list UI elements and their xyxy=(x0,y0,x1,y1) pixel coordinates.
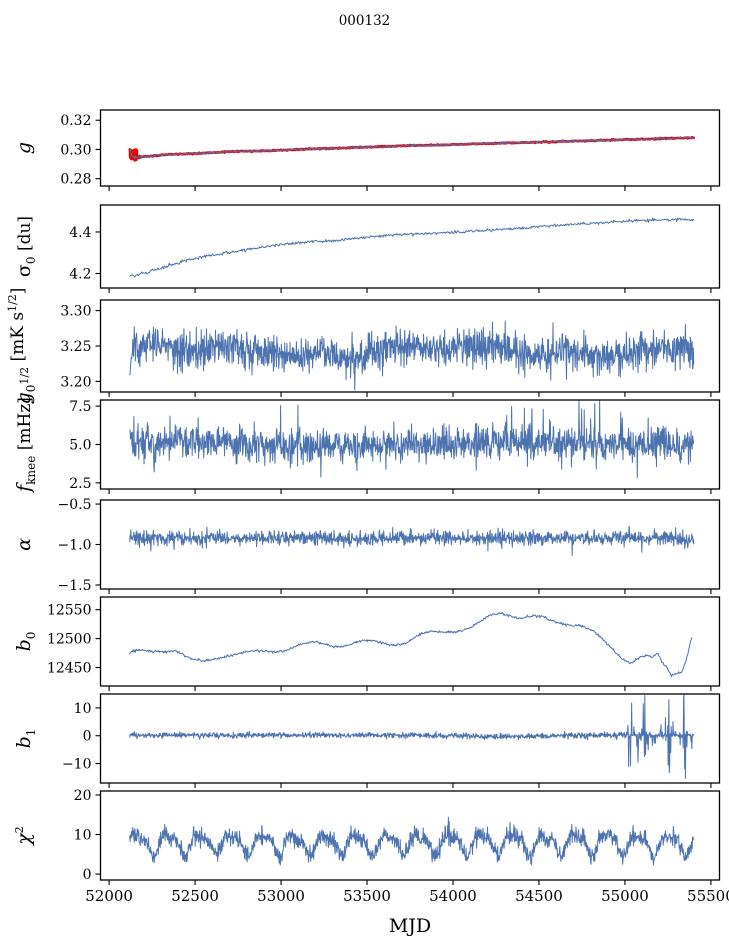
series-alpha xyxy=(129,525,695,556)
xticklabel: 53000 xyxy=(257,887,305,905)
xticklabel: 54500 xyxy=(515,887,563,905)
series-chi2 xyxy=(129,816,695,866)
panel-7-yticklabel: 0 xyxy=(83,867,92,883)
panel-6-data xyxy=(129,694,695,779)
panel-1-ylabel: σ0 [du] xyxy=(13,216,38,277)
panel-7-data xyxy=(129,816,695,866)
xticklabel: 54000 xyxy=(429,887,477,905)
panel-7-ylabel: χ2 xyxy=(13,826,35,847)
series-sigma_0 xyxy=(129,217,695,278)
panel-5-data xyxy=(129,612,693,678)
panel-2-yticklabel: 3.20 xyxy=(60,374,91,390)
panel-4-ylabel: α xyxy=(13,538,35,551)
series-b_1 xyxy=(129,694,695,779)
panel-0-data xyxy=(128,135,696,162)
xticklabel: 55500 xyxy=(687,887,729,905)
panel-0-yticklabel: 0.28 xyxy=(60,172,91,188)
panel-1-yticklabel: 4.4 xyxy=(69,225,91,241)
panel-2-ylabel: g01/2 [mK s1/2] xyxy=(6,288,38,405)
panel-0-frame xyxy=(99,109,721,187)
panel-5-b_0: 12450 12500 12550 xyxy=(47,596,721,691)
panel-3-yticklabel: 5.0 xyxy=(69,438,91,454)
panel-3-f_knee: 2.5 5.0 7.5 xyxy=(69,399,721,494)
panel-6-frame xyxy=(99,693,721,784)
panel-3-yticklabel: 2.5 xyxy=(69,476,91,492)
panel-2-yticklabel: 3.30 xyxy=(60,304,91,320)
panel-7-frame xyxy=(99,790,721,881)
panel-6-yticklabel: 0 xyxy=(83,729,92,745)
panel-5-yticklabel: 12500 xyxy=(47,632,92,648)
panel-0-ylabel: g xyxy=(13,142,35,154)
panel-2-g_0: 3.20 3.25 3.30 xyxy=(60,299,721,397)
panel-4-yticklabel: −0.5 xyxy=(58,497,92,513)
panel-3-yticklabel: 7.5 xyxy=(69,399,91,415)
panel-4-frame xyxy=(99,499,721,590)
panel-4-yticklabel: −1.5 xyxy=(58,578,92,594)
xticklabel: 52500 xyxy=(171,887,219,905)
panel-3-data xyxy=(129,400,695,478)
panel-4-alpha: −0.5 −1.0 −1.5 xyxy=(58,497,721,594)
series-b_0 xyxy=(129,612,693,678)
panel-5-frame xyxy=(99,596,721,687)
panel-1-frame xyxy=(99,204,721,289)
panel-0-yticklabel: 0.32 xyxy=(60,113,91,129)
xticklabel: 53500 xyxy=(343,887,391,905)
panel-7-chi2: 0 10 20 xyxy=(74,788,721,885)
panel-7-yticklabel: 10 xyxy=(74,828,92,844)
panel-2-yticklabel: 3.25 xyxy=(60,339,91,355)
panel-0-yticklabel: 0.30 xyxy=(60,142,91,158)
series-g_0 xyxy=(129,320,695,391)
panel-7-yticklabel: 20 xyxy=(74,788,92,804)
panel-4-data xyxy=(129,525,695,556)
panel-5-yticklabel: 12450 xyxy=(47,661,92,677)
series-f_knee xyxy=(129,400,695,478)
panel-6-ylabel: b1 xyxy=(13,729,38,749)
xaxis-label: MJD xyxy=(389,915,431,937)
panel-6-yticklabel: 10 xyxy=(74,701,92,717)
series-g-data xyxy=(129,136,695,160)
figure-title: 000132 xyxy=(339,13,391,29)
panel-1-data xyxy=(129,217,695,278)
panel-6-b_1: −10 0 10 xyxy=(62,693,721,788)
panel-1-yticklabel: 4.2 xyxy=(69,266,91,282)
panel-3-ylabel: fknee [mHz] xyxy=(13,397,38,494)
panel-0-g_fit: 0.28 0.30 0.32 xyxy=(60,109,721,191)
panel-6-yticklabel: −10 xyxy=(62,757,92,773)
panel-5-ylabel: b0 xyxy=(13,632,38,652)
panel-2-data xyxy=(129,320,695,391)
panel-5-yticklabel: 12550 xyxy=(47,603,92,619)
panel-4-yticklabel: −1.0 xyxy=(58,538,92,554)
xticklabel: 52000 xyxy=(85,887,133,905)
panel-1-sigma_0: 4.2 4.4 xyxy=(69,204,721,293)
xticklabel: 55000 xyxy=(601,887,649,905)
